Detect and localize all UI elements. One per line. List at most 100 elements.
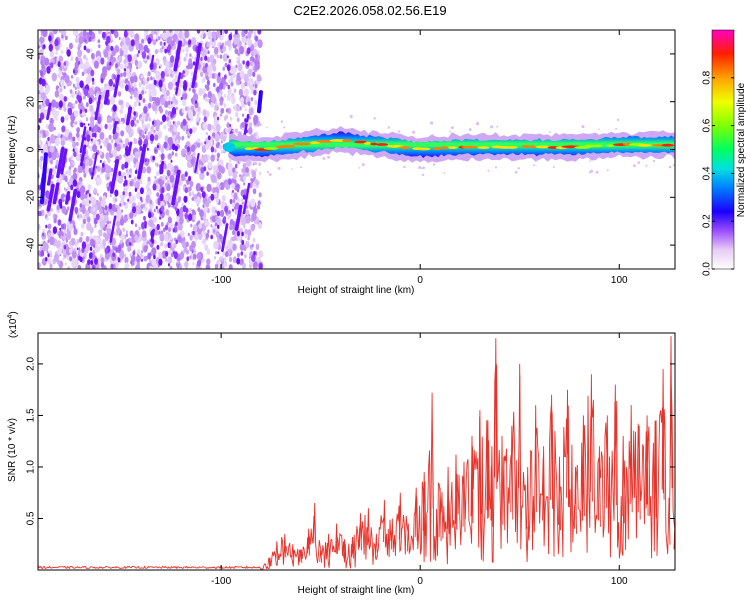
noise-speck-strong xyxy=(160,70,165,79)
snr-y-tick-label: 1.0 xyxy=(26,460,37,474)
noise-speck xyxy=(247,159,252,167)
band-scatter xyxy=(266,170,269,174)
noise-speck xyxy=(54,214,58,220)
noise-speck-strong xyxy=(101,162,105,168)
noise-speck xyxy=(250,225,255,232)
noise-speck xyxy=(257,40,260,45)
noise-speck-strong xyxy=(48,43,53,52)
noise-speck-strong xyxy=(63,61,67,66)
noise-speck xyxy=(151,87,157,97)
noise-speck-strong xyxy=(110,45,114,51)
noise-speck xyxy=(62,256,65,261)
noise-speck-strong xyxy=(134,169,138,175)
noise-speck-strong xyxy=(88,200,91,204)
noise-speck xyxy=(38,223,41,229)
noise-speck xyxy=(116,226,121,235)
noise-speck xyxy=(142,114,146,121)
noise-streak xyxy=(175,72,182,95)
noise-speck xyxy=(115,212,122,222)
noise-speck xyxy=(215,123,221,132)
noise-speck xyxy=(244,107,247,111)
noise-speck xyxy=(258,162,261,167)
noise-speck xyxy=(129,153,134,162)
noise-speck-strong xyxy=(128,174,131,178)
noise-speck xyxy=(167,128,170,132)
noise-speck-strong xyxy=(246,47,251,55)
noise-speck xyxy=(211,37,215,42)
noise-speck xyxy=(216,157,219,162)
noise-speck xyxy=(130,95,133,100)
noise-speck-strong xyxy=(149,134,155,142)
noise-speck-strong xyxy=(124,175,127,180)
noise-speck xyxy=(217,171,222,180)
noise-speck-strong xyxy=(112,104,117,112)
snr-y-tick-label: 2.0 xyxy=(26,357,37,371)
noise-speck xyxy=(132,106,135,111)
noise-speck xyxy=(40,155,44,161)
noise-speck xyxy=(147,102,152,109)
snr-y-label: SNR (10 * v/v) xyxy=(7,418,18,482)
noise-speck-strong xyxy=(158,258,163,266)
noise-streak xyxy=(94,94,102,121)
noise-speck xyxy=(191,191,195,196)
band-scatter xyxy=(283,126,286,129)
noise-speck xyxy=(173,126,178,133)
noise-speck-strong xyxy=(91,128,94,133)
noise-speck xyxy=(214,133,220,142)
noise-speck-strong xyxy=(141,258,143,262)
noise-speck xyxy=(239,80,242,85)
noise-speck xyxy=(40,36,45,45)
noise-speck xyxy=(210,154,215,162)
noise-speck xyxy=(244,42,247,46)
noise-speck-strong xyxy=(210,193,215,201)
noise-speck xyxy=(224,251,229,258)
noise-speck xyxy=(223,93,227,98)
noise-speck-strong xyxy=(40,70,44,77)
noise-speck xyxy=(167,256,173,264)
band-scatter xyxy=(373,117,376,120)
noise-speck xyxy=(177,120,181,126)
noise-streak xyxy=(150,54,155,68)
noise-speck xyxy=(63,106,67,112)
noise-speck xyxy=(140,74,143,79)
noise-speck xyxy=(239,45,244,55)
noise-speck-strong xyxy=(226,64,231,71)
noise-speck xyxy=(55,50,58,55)
noise-speck xyxy=(52,58,55,64)
band-scatter xyxy=(598,128,600,130)
noise-speck xyxy=(171,141,174,145)
noise-speck xyxy=(138,82,142,88)
noise-speck xyxy=(175,106,178,110)
noise-speck-strong xyxy=(95,165,98,169)
noise-speck-strong xyxy=(108,78,114,87)
noise-speck-strong xyxy=(93,217,98,225)
noise-speck xyxy=(160,97,166,106)
noise-speck xyxy=(234,48,239,55)
noise-speck-strong xyxy=(47,137,50,141)
noise-speck xyxy=(213,229,216,233)
noise-speck xyxy=(236,197,241,203)
noise-speck xyxy=(61,34,64,39)
noise-speck xyxy=(151,102,158,112)
noise-speck xyxy=(229,75,234,82)
noise-speck xyxy=(244,254,247,259)
band-hotspot xyxy=(370,142,378,146)
noise-speck xyxy=(210,101,214,108)
noise-speck xyxy=(179,251,185,259)
noise-speck xyxy=(192,214,196,220)
noise-speck xyxy=(125,37,131,46)
noise-speck xyxy=(161,230,164,234)
colorbar-tick-label: 0.0 xyxy=(702,262,713,276)
noise-speck xyxy=(73,30,79,37)
band-hotspot xyxy=(376,143,389,146)
noise-speck xyxy=(134,181,140,190)
noise-speck-strong xyxy=(90,69,95,77)
noise-speck xyxy=(155,58,160,66)
noise-speck xyxy=(154,162,158,167)
spectrogram-plot-area xyxy=(38,30,675,269)
noise-speck xyxy=(232,72,236,78)
noise-speck xyxy=(229,218,234,225)
spectrogram-x-axis: -100 0 100 xyxy=(211,30,628,286)
noise-speck xyxy=(142,134,145,139)
noise-speck xyxy=(40,92,46,100)
